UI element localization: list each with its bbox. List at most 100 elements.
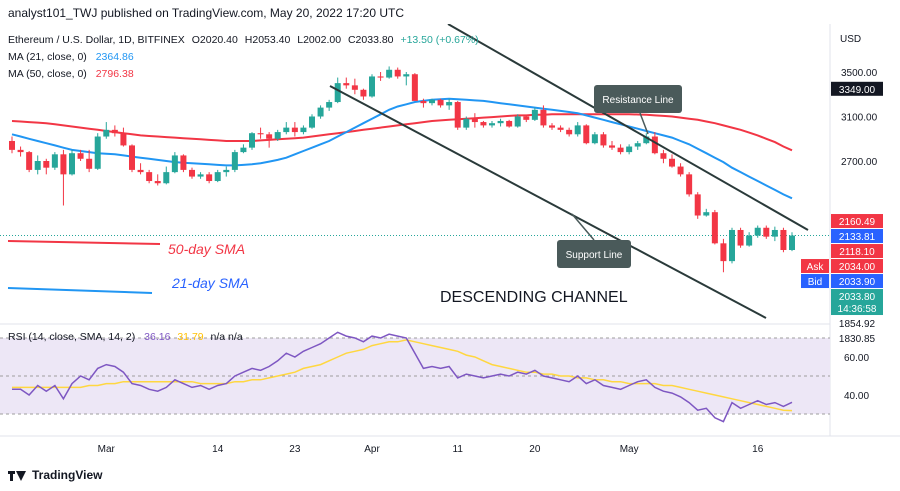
candle[interactable] (317, 105, 324, 119)
candle[interactable] (34, 155, 41, 175)
candle[interactable] (703, 208, 710, 217)
candle[interactable] (394, 67, 401, 79)
candle[interactable] (129, 144, 135, 173)
trading-chart[interactable]: 50-day SMA 21-day SMA Resistance Line Su… (0, 24, 900, 464)
candle[interactable] (154, 174, 161, 186)
candle[interactable] (274, 129, 281, 141)
candle[interactable] (411, 73, 418, 101)
candle[interactable] (763, 225, 770, 239)
candle[interactable] (429, 98, 435, 106)
candle[interactable] (446, 98, 453, 110)
candle[interactable] (754, 225, 761, 238)
candle[interactable] (531, 107, 538, 121)
candle[interactable] (574, 122, 581, 137)
candle[interactable] (180, 154, 187, 173)
candle[interactable] (677, 163, 684, 177)
candle[interactable] (711, 209, 718, 245)
candle[interactable] (557, 125, 564, 133)
candle[interactable] (634, 140, 641, 150)
candle[interactable] (454, 100, 461, 130)
candle[interactable] (471, 113, 478, 128)
candle[interactable] (146, 169, 153, 184)
candle[interactable] (746, 232, 753, 247)
candle[interactable] (291, 122, 298, 137)
candle[interactable] (609, 140, 615, 150)
candle[interactable] (9, 136, 15, 154)
tradingview-footer[interactable]: TradingView (8, 468, 102, 482)
candle[interactable] (266, 132, 273, 148)
candle[interactable] (789, 232, 795, 252)
candle[interactable] (249, 132, 255, 150)
candle[interactable] (729, 227, 735, 264)
candle[interactable] (231, 149, 238, 173)
candle[interactable] (111, 125, 118, 137)
candle[interactable] (369, 74, 375, 98)
candle[interactable] (43, 158, 50, 175)
candle[interactable] (540, 105, 547, 128)
candle[interactable] (694, 192, 701, 219)
candle[interactable] (523, 115, 530, 123)
candle[interactable] (583, 124, 590, 145)
candle[interactable] (463, 116, 470, 130)
candle[interactable] (377, 72, 384, 81)
support-callout[interactable]: Support Line (557, 213, 631, 268)
candle[interactable] (137, 163, 144, 175)
candle[interactable] (51, 152, 58, 170)
candle[interactable] (643, 133, 650, 145)
candle[interactable] (600, 132, 607, 148)
candle[interactable] (94, 133, 101, 170)
candle[interactable] (549, 123, 555, 130)
time-axis[interactable]: Mar 14 23 Apr 11 20 May 16 (98, 444, 764, 455)
candle[interactable] (386, 66, 393, 79)
candle[interactable] (497, 118, 504, 127)
candle[interactable] (480, 120, 487, 128)
candle[interactable] (206, 172, 213, 184)
candle[interactable] (489, 120, 495, 128)
candle[interactable] (26, 150, 33, 173)
candle[interactable] (197, 172, 204, 179)
candle[interactable] (163, 166, 170, 185)
candle[interactable] (309, 114, 315, 129)
price-label-bg (831, 259, 883, 274)
candle[interactable] (223, 166, 230, 177)
candle[interactable] (780, 227, 787, 253)
candle[interactable] (506, 119, 513, 128)
candle[interactable] (189, 167, 195, 179)
candle[interactable] (437, 98, 444, 108)
candle[interactable] (617, 144, 624, 155)
candle[interactable] (771, 226, 778, 242)
candle[interactable] (514, 114, 521, 128)
rsi-axis[interactable]: 60.00 40.00 (844, 353, 869, 402)
candle[interactable] (240, 144, 247, 154)
candle[interactable] (283, 122, 290, 135)
candle[interactable] (103, 122, 110, 139)
candle[interactable] (660, 149, 667, 164)
candle[interactable] (686, 172, 693, 197)
candle[interactable] (171, 152, 178, 174)
candle[interactable] (17, 146, 24, 157)
candle[interactable] (403, 72, 410, 86)
candle[interactable] (326, 99, 333, 111)
candle[interactable] (86, 149, 93, 173)
candle[interactable] (566, 127, 573, 137)
candle[interactable] (737, 227, 744, 248)
candle[interactable] (343, 77, 350, 89)
candle[interactable] (626, 144, 633, 155)
candle[interactable] (257, 127, 264, 139)
resistance-trendline[interactable] (447, 24, 809, 231)
candle[interactable] (300, 125, 307, 135)
candle[interactable] (120, 127, 127, 147)
candle[interactable] (351, 78, 358, 95)
candle[interactable] (60, 149, 67, 206)
candle[interactable] (591, 132, 598, 145)
resistance-callout[interactable]: Resistance Line (594, 85, 682, 135)
candle[interactable] (420, 98, 427, 108)
candle[interactable] (214, 169, 221, 183)
candle[interactable] (69, 149, 75, 176)
price-axis[interactable]: USD 3500.00 3100.00 2700.00 3349.00 2160.49 2… (801, 34, 883, 346)
candle[interactable] (360, 88, 367, 100)
candle[interactable] (669, 154, 675, 168)
support-trendline[interactable] (329, 85, 767, 319)
candle[interactable] (720, 238, 727, 273)
candle[interactable] (77, 149, 84, 161)
